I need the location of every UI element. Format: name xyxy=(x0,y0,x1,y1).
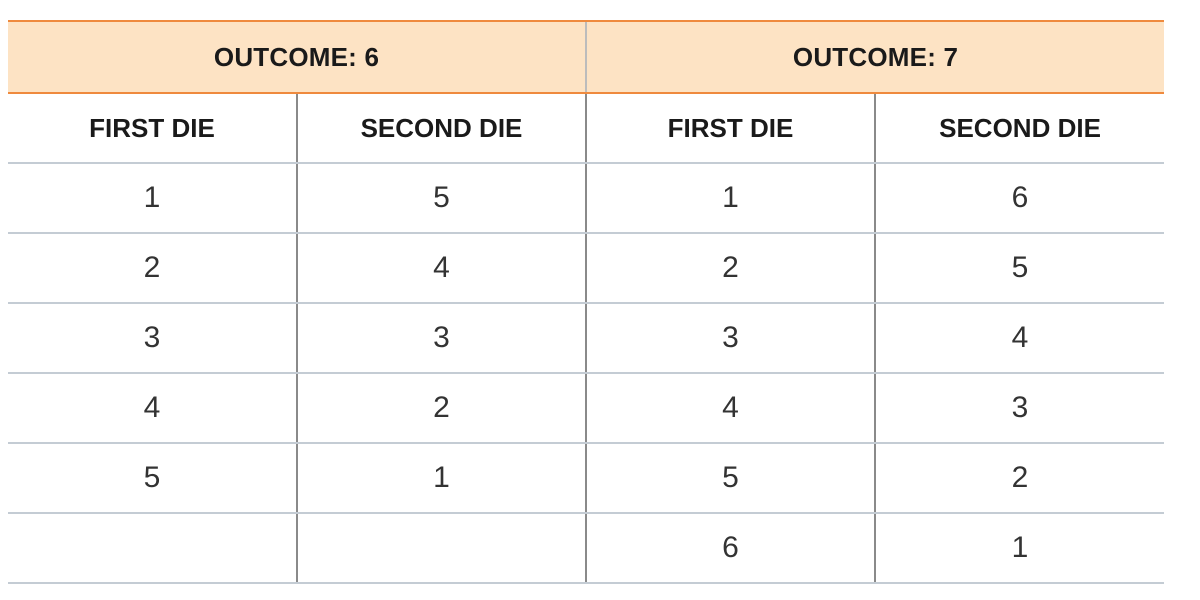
column-header: SECOND DIE xyxy=(295,93,587,164)
table-cell: 5 xyxy=(295,163,587,234)
table-cell: 4 xyxy=(8,373,297,444)
table-cell: 4 xyxy=(295,233,587,304)
column-header: FIRST DIE xyxy=(585,93,876,164)
table-cell: 4 xyxy=(585,373,876,444)
column-header-row: FIRST DIE SECOND DIE FIRST DIE SECOND DI… xyxy=(8,93,1165,164)
table-cell: 1 xyxy=(585,163,876,234)
table-cell: 1 xyxy=(295,443,587,514)
table-cell: 2 xyxy=(8,233,297,304)
group-header-outcome-7: OUTCOME: 7 xyxy=(585,20,1165,94)
table-cell: 3 xyxy=(295,303,587,374)
table-cell: 2 xyxy=(295,373,587,444)
group-header-outcome-6: OUTCOME: 6 xyxy=(8,20,587,94)
column-header: FIRST DIE xyxy=(8,93,297,164)
table-cell: 2 xyxy=(874,443,1165,514)
table-cell: 4 xyxy=(874,303,1165,374)
dice-outcome-table: OUTCOME: 6 OUTCOME: 7 FIRST DIE SECOND D… xyxy=(8,20,1165,584)
table-cell: 3 xyxy=(874,373,1165,444)
table-cell xyxy=(8,513,297,584)
table-cell: 3 xyxy=(8,303,297,374)
column-header: SECOND DIE xyxy=(874,93,1165,164)
table-cell xyxy=(295,513,587,584)
table-cell: 5 xyxy=(585,443,876,514)
table-cell: 2 xyxy=(585,233,876,304)
group-header-row: OUTCOME: 6 OUTCOME: 7 xyxy=(8,20,1165,94)
table-cell: 6 xyxy=(874,163,1165,234)
table-cell: 5 xyxy=(874,233,1165,304)
table-cell: 6 xyxy=(585,513,876,584)
table-cell: 3 xyxy=(585,303,876,374)
table-cell: 1 xyxy=(874,513,1165,584)
table-cell: 5 xyxy=(8,443,297,514)
table-cell: 1 xyxy=(8,163,297,234)
